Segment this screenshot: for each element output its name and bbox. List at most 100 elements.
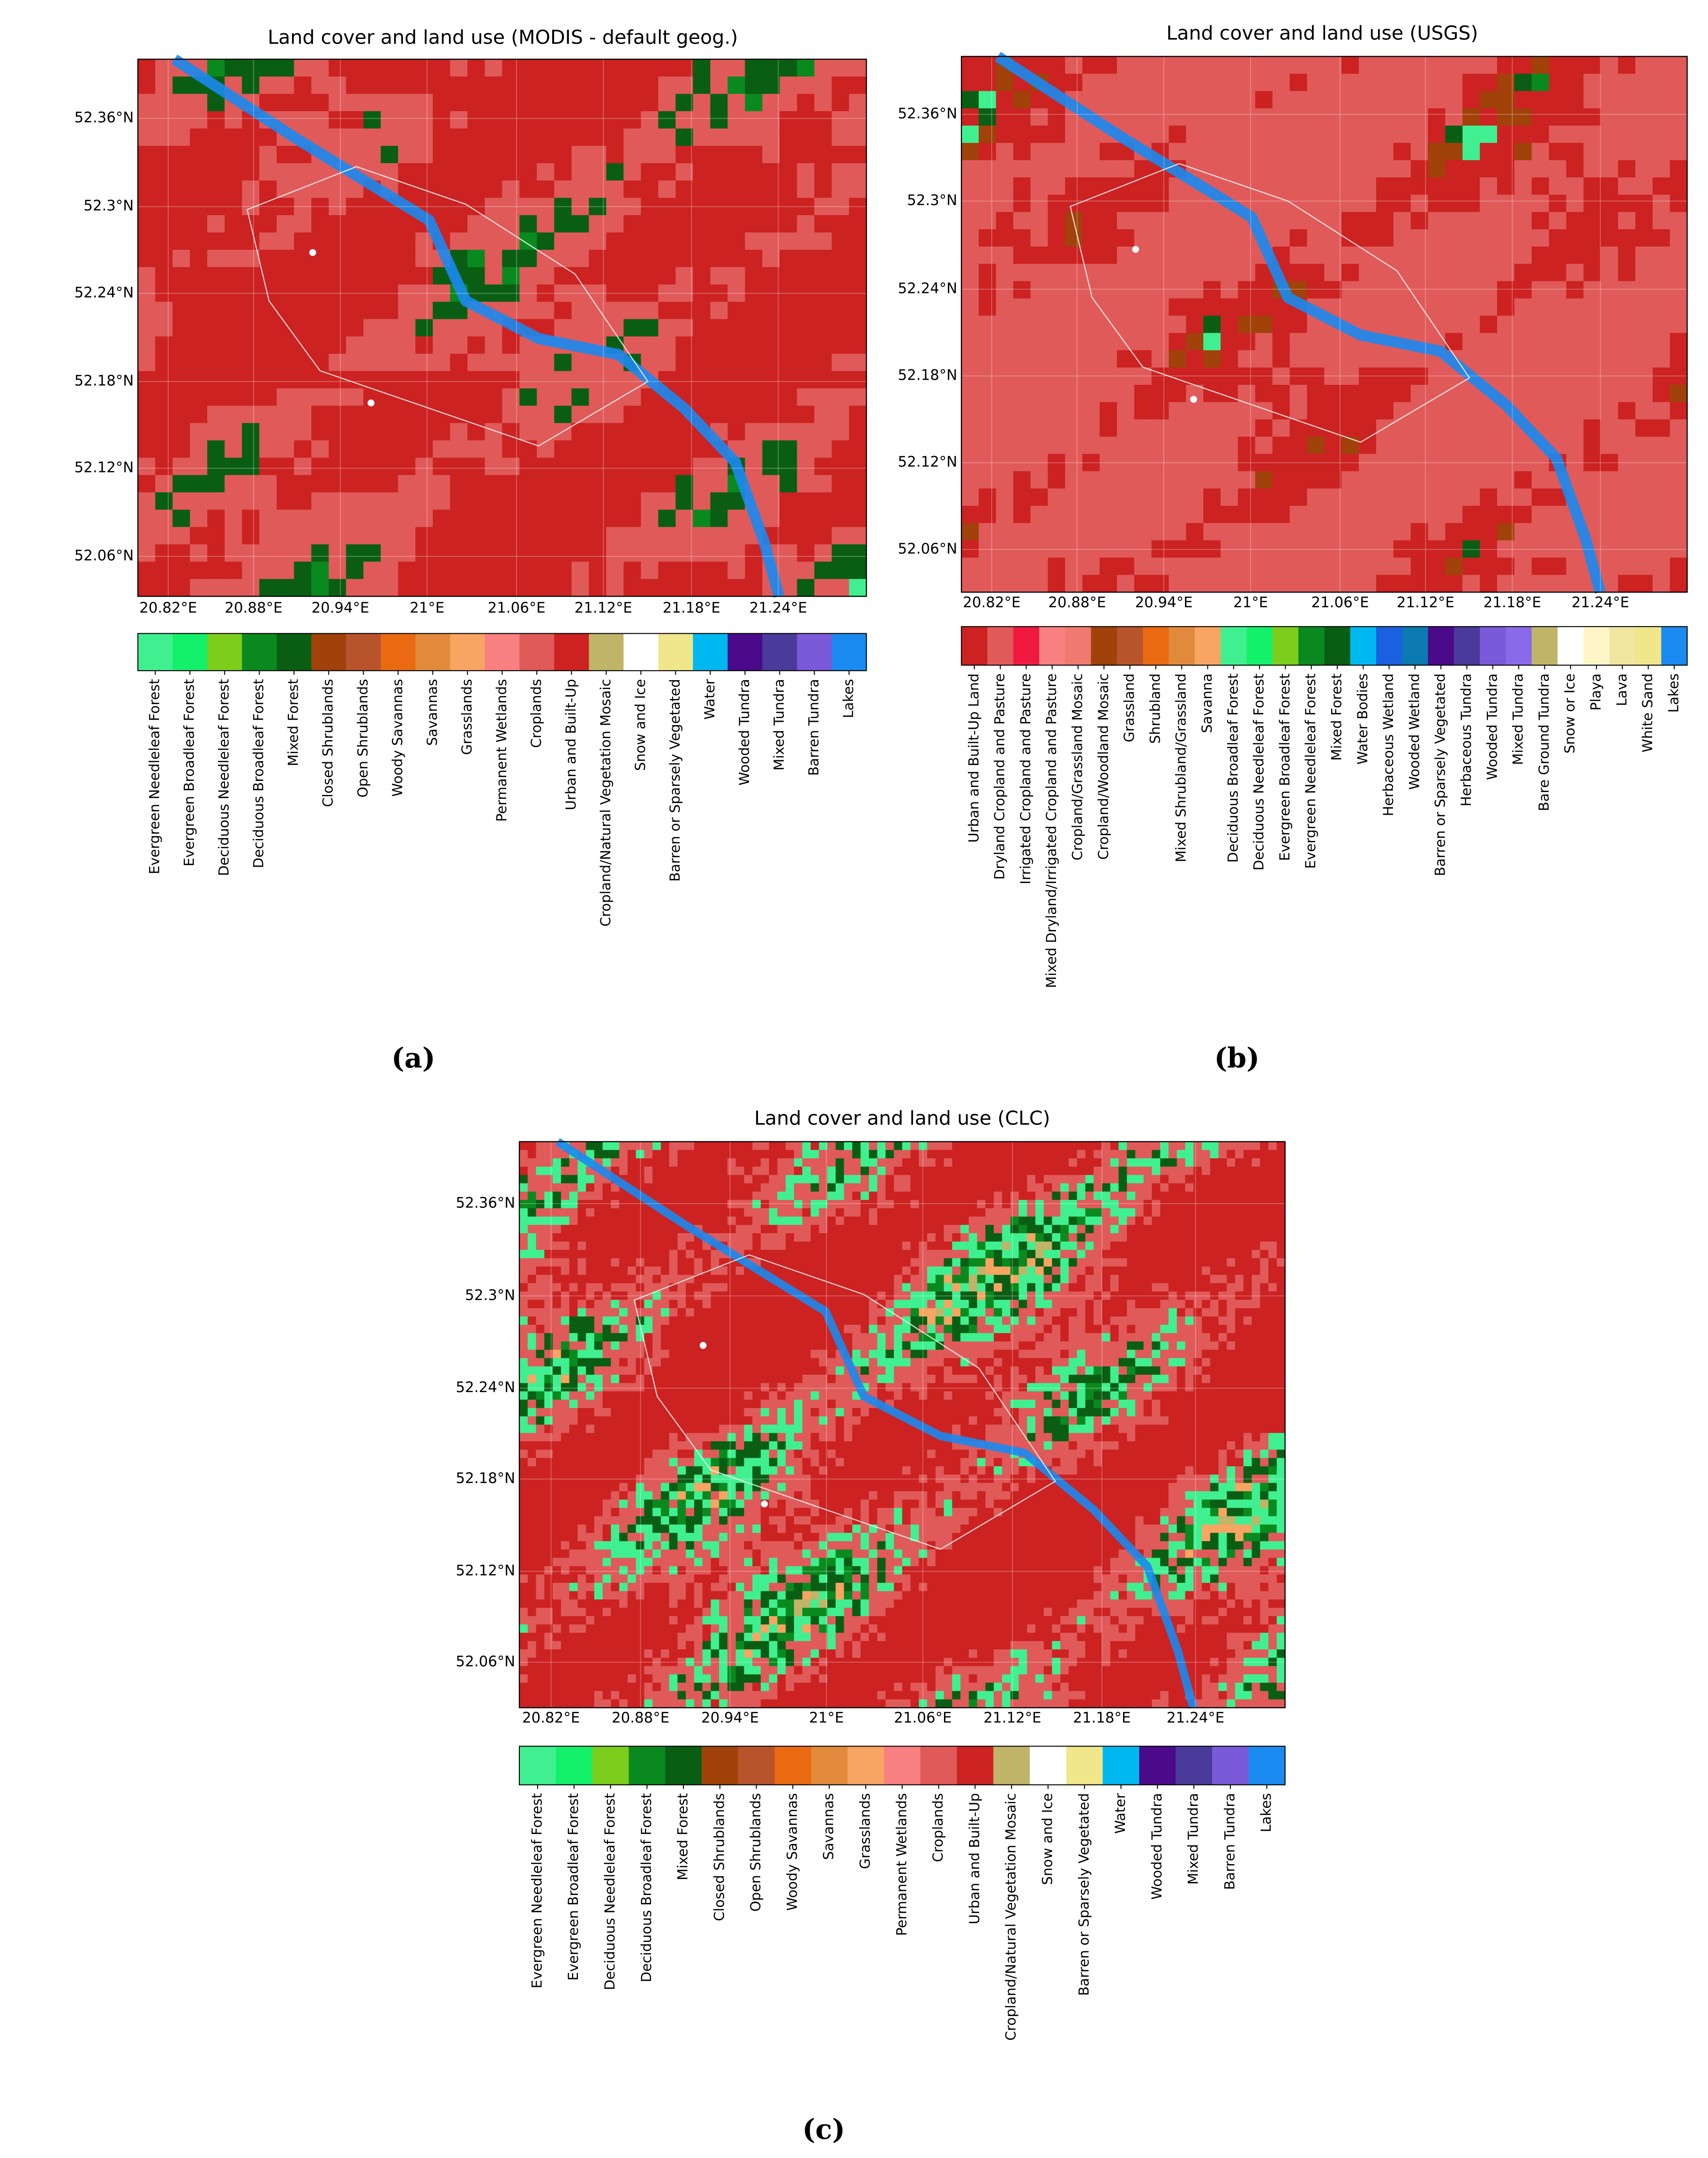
land-cell <box>735 1199 745 1209</box>
land-cell <box>1428 436 1446 455</box>
land-cell <box>1289 142 1308 161</box>
land-cell <box>594 1216 603 1226</box>
land-cell <box>885 1274 894 1284</box>
land-cell <box>415 457 434 476</box>
land-cell <box>885 1183 894 1192</box>
land-cell <box>1019 1208 1028 1217</box>
land-cell <box>1480 298 1498 316</box>
land-cell <box>1583 436 1602 455</box>
land-cell <box>1152 1225 1161 1234</box>
land-cell <box>242 267 260 285</box>
land-cell <box>1134 557 1152 576</box>
land-cell <box>1566 125 1584 143</box>
land-cell <box>802 1191 811 1200</box>
land-cell <box>1094 1274 1102 1284</box>
land-cell <box>311 510 330 528</box>
land-cell <box>1019 1274 1028 1284</box>
land-cell <box>1068 1325 1078 1334</box>
land-cell <box>544 1191 553 1200</box>
land-cell <box>172 111 191 129</box>
colorbar-swatch <box>1194 626 1221 666</box>
land-cell <box>927 1150 936 1159</box>
land-cell <box>311 319 330 337</box>
land-cell <box>225 544 243 562</box>
land-cell <box>719 1141 728 1151</box>
land-cell <box>1251 1150 1261 1159</box>
land-cell <box>1272 350 1290 368</box>
land-cell <box>1019 1150 1028 1159</box>
land-cell <box>760 1158 770 1167</box>
land-cell <box>658 353 676 372</box>
land-cell <box>727 59 746 77</box>
land-cell <box>797 371 815 389</box>
land-cell <box>138 405 156 424</box>
land-cell <box>727 319 746 337</box>
land-cell <box>619 1216 628 1226</box>
land-cell <box>702 1216 712 1226</box>
land-cell <box>1027 1166 1036 1176</box>
land-cell <box>1127 1166 1136 1176</box>
land-cell <box>686 1183 695 1192</box>
land-cell <box>1601 506 1618 524</box>
land-cell <box>786 1225 794 1234</box>
land-cell <box>652 1166 661 1176</box>
land-cell <box>794 1199 803 1209</box>
land-cell <box>138 492 156 510</box>
land-cell <box>960 1308 969 1317</box>
land-cell <box>277 353 295 372</box>
land-cell <box>1203 350 1221 368</box>
land-cell <box>832 146 850 164</box>
land-cell <box>1670 315 1688 334</box>
land-cell <box>658 249 676 268</box>
land-cell <box>1134 436 1152 455</box>
land-cell <box>363 76 382 95</box>
land-cell <box>797 562 815 580</box>
land-cell <box>779 423 798 441</box>
land-cell <box>527 1266 537 1275</box>
land-cell <box>694 1158 703 1167</box>
land-cell <box>537 544 555 562</box>
land-cell <box>1085 1325 1094 1334</box>
land-cell <box>710 544 728 562</box>
land-cell <box>363 510 382 528</box>
land-cell <box>1151 195 1169 213</box>
land-cell <box>242 301 260 320</box>
land-cell <box>553 1158 562 1167</box>
land-cell <box>1043 1300 1053 1309</box>
land-cell <box>294 527 312 545</box>
land-cell <box>519 1283 528 1292</box>
land-cell <box>627 1283 637 1292</box>
land-cell <box>527 1258 537 1267</box>
land-cell <box>902 1158 911 1167</box>
colorbar-swatch <box>242 633 277 671</box>
land-cell <box>569 1216 578 1226</box>
land-cell <box>329 336 347 354</box>
lon-tick-label: 21.24°E <box>749 599 807 616</box>
land-cell <box>594 1141 603 1151</box>
land-cell <box>502 336 520 354</box>
land-cell <box>1082 160 1100 178</box>
land-cell <box>1127 1191 1136 1200</box>
land-cover-map <box>138 54 867 598</box>
land-cell <box>1549 575 1567 593</box>
land-cell <box>467 94 486 112</box>
land-cell <box>1445 56 1463 75</box>
land-cell <box>832 249 850 268</box>
colorbar-swatch <box>762 633 798 671</box>
lat-tick-label: 52.18°N <box>898 367 958 384</box>
land-cell <box>1583 333 1602 351</box>
land-cell <box>658 562 676 580</box>
land-cell <box>927 1283 936 1292</box>
land-cell <box>1341 523 1359 541</box>
land-cell <box>710 319 728 337</box>
land-cell <box>1085 1216 1094 1226</box>
land-cell <box>977 1166 986 1176</box>
land-cell <box>190 475 208 493</box>
land-cell <box>1002 1308 1011 1317</box>
land-cell <box>381 440 399 458</box>
lon-tick-label: 21.12°E <box>1397 594 1454 611</box>
land-cell <box>852 1150 861 1159</box>
land-cell <box>985 1216 995 1226</box>
land-cell <box>1276 1199 1286 1209</box>
land-cell <box>1118 1283 1128 1292</box>
